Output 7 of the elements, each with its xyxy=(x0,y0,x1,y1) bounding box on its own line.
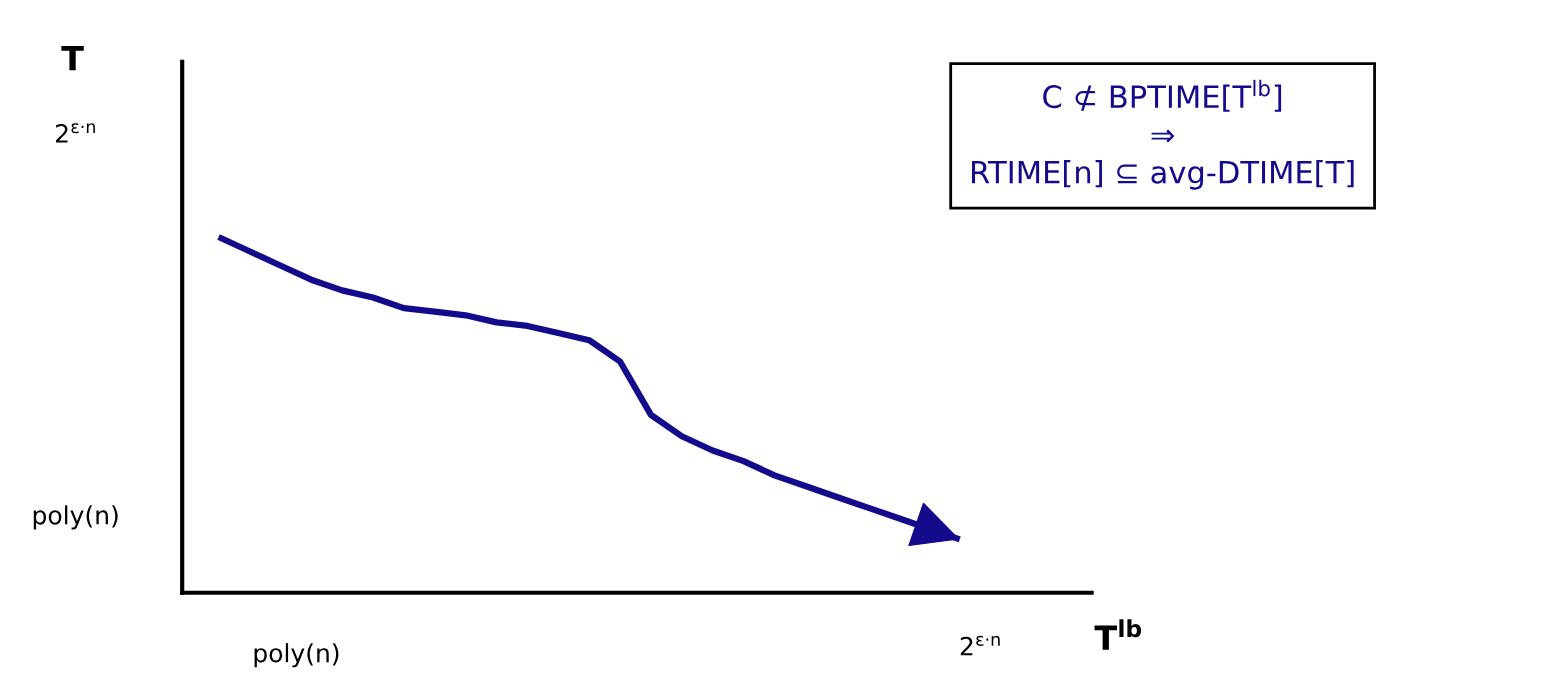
text: C ⊄ BPTIME[T$^{lb}$] ⇒ RTIME[n] ⊆ avg-DTIME[T] xyxy=(972,79,1354,190)
x-axis-title: T$^{lb}$ xyxy=(1094,619,1142,650)
text: 2$^{ε·n}$ xyxy=(960,635,1000,656)
text: 2$^{ε·n}$ xyxy=(55,123,95,143)
text: T xyxy=(61,46,84,71)
text: poly(n) xyxy=(33,505,118,530)
text: poly(n) xyxy=(254,643,339,668)
